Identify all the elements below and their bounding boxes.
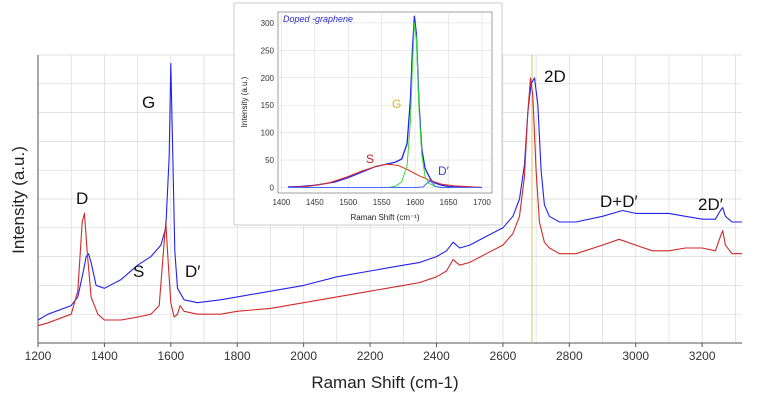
main-x-tick-labels: 1200 1400 1600 1800 2000 2200 2400 2600 2800 3000… <box>25 343 716 363</box>
peak-label-d: D <box>76 189 88 208</box>
inset-series-group <box>287 15 483 189</box>
inset-label-g: G <box>392 97 401 111</box>
main-series-group <box>37 63 742 327</box>
main-x-tick-label: 2400 <box>423 349 450 363</box>
inset-label-d-prime: D′ <box>438 164 450 178</box>
main-x-tick-label: 1200 <box>25 349 52 363</box>
inset-x-tick-label: 1550 <box>373 198 391 207</box>
inset-y-tick-label: 200 <box>261 74 275 83</box>
peak-label-2d: 2D <box>544 67 566 86</box>
inset-y-tick-label: 0 <box>270 184 275 193</box>
inset-grid <box>278 12 492 193</box>
main-series-line-2 <box>37 77 742 327</box>
inset-y-axis-title: Intensity (a.u.) <box>240 76 249 127</box>
inset-y-tick-label: 100 <box>261 129 275 138</box>
inset-x-tick-label: 1650 <box>440 198 458 207</box>
inset-y-tick-label: 250 <box>261 46 275 55</box>
main-x-tick-label: 2600 <box>490 349 517 363</box>
inset-y-tick-label: 300 <box>261 19 275 28</box>
inset-plot-area <box>277 11 493 194</box>
inset-x-tick-label: 1600 <box>406 198 424 207</box>
main-x-tick-label: 2800 <box>556 349 583 363</box>
inset-x-tick-label: 1500 <box>339 198 357 207</box>
inset-y-tick-label: 150 <box>261 101 275 110</box>
main-series-line-1 <box>37 63 742 321</box>
inset-x-tick-label: 1400 <box>272 198 290 207</box>
peak-label-g: G <box>142 93 155 112</box>
x-axis-title: Raman Shift (cm-1) <box>311 373 458 392</box>
inset-label-s: S <box>366 152 374 166</box>
main-x-tick-label: 1400 <box>91 349 118 363</box>
main-x-tick-label: 3000 <box>622 349 649 363</box>
inset-x-tick-label: 1450 <box>306 198 324 207</box>
inset-series-line-2 <box>287 164 483 188</box>
main-x-tick-label: 1800 <box>224 349 251 363</box>
inset-title: Doped -graphene <box>283 14 353 24</box>
inset-y-tick-labels: 0 50 100 150 200 250 300 <box>261 19 275 193</box>
main-x-tick-label: 1600 <box>157 349 184 363</box>
inset-x-axis-title: Raman Shift (cm⁻¹) <box>350 213 419 222</box>
main-x-tick-label: 3200 <box>689 349 716 363</box>
inset-y-tick-label: 50 <box>265 156 274 165</box>
inset-series-line-4 <box>288 180 482 188</box>
peak-label-s: S <box>133 262 144 281</box>
peak-label-d-plus-d-prime: D+D′ <box>600 192 638 211</box>
main-x-tick-label: 2000 <box>290 349 317 363</box>
peak-label-d-prime: D′ <box>185 262 200 281</box>
inset-chart: 1400 1450 1500 1550 1600 1650 1700 0 50 100 150 20… <box>233 2 503 226</box>
peak-label-2d-prime: 2D′ <box>698 195 723 214</box>
main-x-tick-label: 2200 <box>357 349 384 363</box>
y-axis-title: Intensity (a.u.) <box>9 146 28 254</box>
inset-series-line-1 <box>287 15 483 189</box>
inset-x-tick-label: 1700 <box>473 198 491 207</box>
inset-x-tick-labels: 1400 1450 1500 1550 1600 1650 1700 <box>272 198 491 207</box>
